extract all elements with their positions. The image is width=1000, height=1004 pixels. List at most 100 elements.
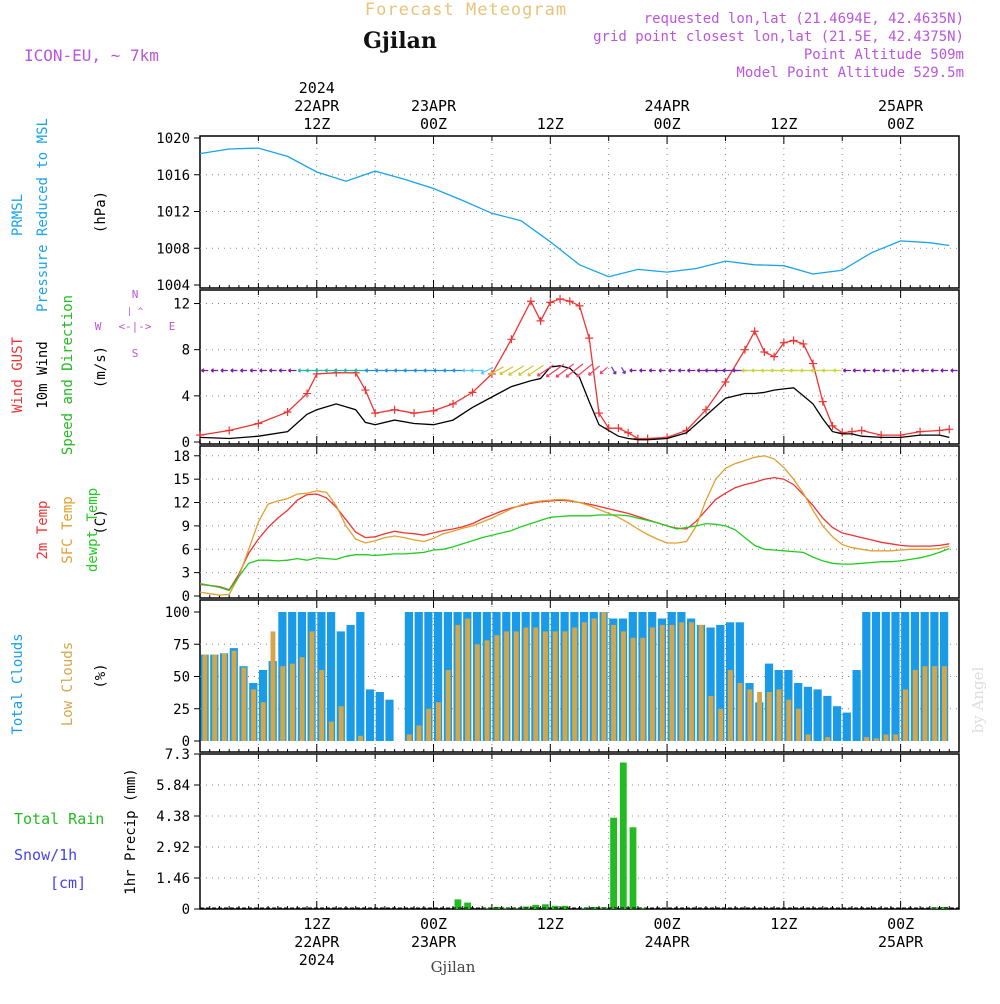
- wind-direction-arrow: [668, 368, 676, 373]
- total-clouds-bar: [336, 631, 345, 741]
- compass-arrows: <-|->: [118, 320, 151, 333]
- wind-direction-arrow: [576, 363, 593, 378]
- top-time-label: 00Z: [887, 115, 914, 133]
- top-time-label: 24APR: [644, 97, 690, 115]
- panel-side-label: Total Clouds: [10, 633, 26, 734]
- panel-side-label: Wind GUST: [10, 337, 26, 413]
- total-clouds-bar: [823, 695, 832, 741]
- gust-marker: [945, 425, 954, 434]
- wind-direction-arrow: [249, 368, 257, 373]
- low-clouds-bar: [494, 635, 500, 741]
- gust-marker: [225, 426, 234, 435]
- wind-direction-arrow: [470, 368, 484, 373]
- y-axis-label: (hPa): [93, 191, 109, 233]
- low-clouds-bar: [513, 631, 519, 741]
- wind-direction-arrow: [677, 368, 685, 373]
- gust-marker: [556, 294, 565, 303]
- wind-direction-arrow: [696, 368, 706, 373]
- y-tick-label: 6: [182, 542, 190, 558]
- total-clouds-bar: [891, 612, 900, 741]
- bottom-time-label: 2024: [299, 951, 335, 969]
- wind-direction-arrow: [629, 368, 637, 373]
- wind-direction-arrow: [527, 364, 544, 377]
- wind-direction-arrow: [545, 363, 565, 378]
- low-clouds-bar: [805, 734, 811, 741]
- bottom-time-label: 12Z: [303, 915, 330, 933]
- y-tick-label: 75: [173, 637, 190, 653]
- low-clouds-bar: [698, 624, 704, 741]
- low-clouds-bar: [922, 666, 928, 741]
- gust-marker: [799, 339, 808, 348]
- gust-marker: [624, 428, 633, 437]
- rain-bar: [542, 904, 549, 909]
- header: Forecast Meteogram Gjilan ICON-EU, ~ 7km…: [24, 0, 964, 81]
- low-clouds-bar: [689, 622, 694, 741]
- y-tick-label: 4.38: [156, 809, 190, 825]
- rain-bar: [610, 817, 617, 909]
- wind-direction-arrow: [403, 368, 415, 373]
- compass-south: S: [132, 347, 139, 360]
- rain-bar: [483, 907, 491, 909]
- low-clouds-bar: [533, 627, 539, 741]
- top-time-label: 00Z: [654, 115, 681, 133]
- low-clouds-bar: [406, 734, 412, 741]
- rain-bar: [551, 905, 559, 909]
- low-clouds-bar: [873, 738, 879, 741]
- wind-direction-arrow: [882, 368, 890, 373]
- wind-direction-arrow: [201, 368, 209, 373]
- low-clouds-bar: [299, 657, 305, 741]
- gust-marker: [740, 345, 749, 354]
- gust-marker: [468, 388, 477, 397]
- wind-direction-arrow: [872, 368, 880, 373]
- gust-marker: [828, 421, 837, 430]
- wind-direction-arrow: [891, 368, 900, 373]
- low-clouds-bar: [504, 631, 509, 741]
- compass-east: E: [169, 320, 176, 333]
- total-clouds-bar: [803, 686, 812, 741]
- total-clouds-bar: [813, 689, 822, 741]
- gust-marker: [585, 334, 594, 343]
- gust-marker: [361, 386, 370, 395]
- bottom-time-label: 12Z: [770, 915, 797, 933]
- panel-side-label: Snow/1h: [14, 846, 77, 864]
- wind-direction-arrow: [220, 368, 228, 373]
- wind-direction-arrow: [297, 368, 307, 373]
- low-clouds-bar: [679, 622, 685, 741]
- y-tick-label: 1016: [156, 168, 190, 184]
- low-clouds-bar: [416, 725, 422, 741]
- low-clouds-bar: [630, 637, 636, 741]
- wind-direction-arrow: [901, 368, 909, 373]
- low-clouds-bar: [202, 654, 208, 741]
- y-axis-label: (m/s): [93, 346, 109, 388]
- wind-direction-arrow: [364, 368, 376, 373]
- low-clouds-bar: [260, 702, 266, 741]
- y-tick-label: 1004: [156, 278, 190, 294]
- low-clouds-bar: [708, 695, 714, 741]
- y-tick-label: 1.46: [156, 871, 190, 887]
- total-clouds-bar: [833, 706, 842, 741]
- wind-direction-arrow: [610, 366, 617, 375]
- panel-side-label: PRMSL: [10, 194, 26, 236]
- low-clouds-bar: [455, 624, 461, 741]
- bottom-time-label: 00Z: [887, 915, 914, 933]
- bottom-time-label: 25APR: [878, 933, 924, 951]
- low-clouds-bar: [650, 627, 655, 741]
- y-tick-label: 15: [173, 472, 190, 488]
- bottom-time-label: 00Z: [420, 915, 447, 933]
- gust-marker: [390, 405, 399, 414]
- top-time-label: 2024: [299, 79, 335, 97]
- y-tick-label: 1012: [156, 205, 190, 221]
- rain-bar: [454, 899, 462, 909]
- gust-marker: [594, 409, 603, 418]
- low-clouds-bar: [426, 708, 432, 742]
- rain-bar: [639, 907, 647, 909]
- gust-marker: [779, 338, 788, 347]
- point-altitude: Point Altitude 509m: [804, 47, 964, 63]
- low-clouds-bar: [270, 631, 276, 741]
- total-clouds-bar: [375, 692, 384, 741]
- bottom-time-label: 00Z: [654, 915, 681, 933]
- low-clouds-bar: [903, 689, 908, 741]
- top-time-label: 22APR: [294, 97, 340, 115]
- low-clouds-bar: [932, 666, 938, 741]
